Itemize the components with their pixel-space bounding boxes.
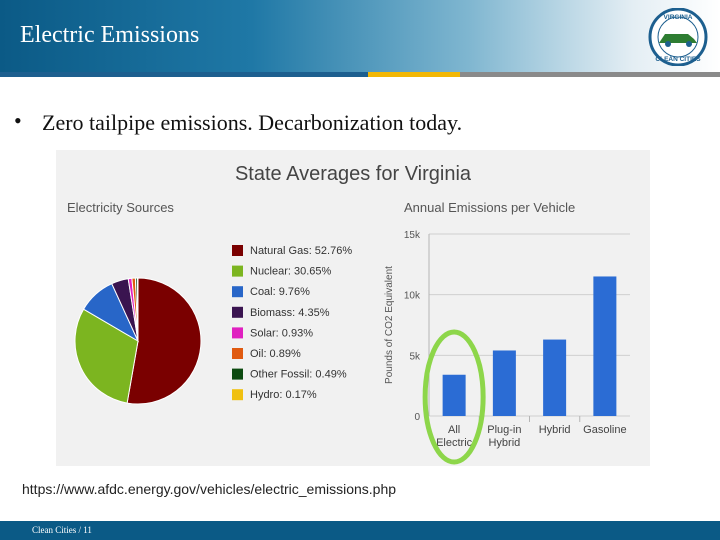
bar bbox=[442, 374, 466, 416]
legend-label: Natural Gas: 52.76% bbox=[250, 245, 352, 257]
x-tick-label: Plug-in bbox=[487, 424, 521, 436]
legend-swatch bbox=[232, 286, 243, 298]
title-bar bbox=[0, 0, 720, 72]
legend-label: Solar: 0.93% bbox=[250, 327, 313, 339]
legend-label: Coal: 9.76% bbox=[250, 286, 310, 298]
legend-swatch bbox=[232, 348, 243, 359]
bar bbox=[593, 276, 617, 416]
legend-label: Nuclear: 30.65% bbox=[250, 266, 332, 278]
y-tick-label: 5k bbox=[409, 351, 421, 362]
logo-text-bottom: CLEAN CITIES bbox=[655, 56, 701, 63]
pie-subtitle: Electricity Sources bbox=[67, 200, 174, 215]
footer-bar bbox=[0, 521, 720, 540]
y-tick-label: 10k bbox=[404, 291, 421, 302]
bullet-marker: • bbox=[14, 108, 22, 133]
bar-subtitle: Annual Emissions per Vehicle bbox=[404, 200, 575, 215]
legend-swatch bbox=[232, 265, 243, 277]
y-tick-label: 0 bbox=[414, 412, 420, 423]
legend-swatch bbox=[232, 245, 243, 256]
bar bbox=[543, 339, 567, 416]
legend-swatch bbox=[232, 306, 243, 318]
accent-stripe-yellow bbox=[368, 72, 460, 77]
accent-stripe-gray bbox=[460, 72, 720, 77]
x-tick-label: Gasoline bbox=[583, 424, 626, 436]
emissions-chart-panel: State Averages for Virginia Electricity S… bbox=[56, 150, 650, 466]
source-url[interactable]: https://www.afdc.energy.gov/vehicles/ele… bbox=[22, 481, 397, 497]
legend-label: Oil: 0.89% bbox=[250, 348, 301, 360]
x-tick-label: Electric bbox=[436, 437, 473, 449]
bullet-text: Zero tailpipe emissions. Decarbonization… bbox=[42, 110, 463, 135]
highlight-ring bbox=[422, 329, 486, 465]
bar bbox=[492, 350, 516, 416]
slide-title: Electric Emissions bbox=[20, 22, 200, 48]
accent-stripe-blue bbox=[0, 72, 368, 77]
legend-swatch bbox=[232, 389, 243, 401]
legend-swatch bbox=[232, 327, 243, 339]
footer-text: Clean Cities / 11 bbox=[32, 525, 92, 535]
virginia-clean-cities-logo: VIRGINIA CLEAN CITIES bbox=[646, 7, 710, 71]
legend-swatch bbox=[232, 368, 243, 380]
x-tick-label: Hybrid bbox=[539, 424, 571, 436]
pie-slice-natural-gas bbox=[126, 277, 202, 405]
legend-label: Biomass: 4.35% bbox=[250, 307, 330, 319]
emissions-charts: State Averages for Virginia Electricity S… bbox=[67, 163, 630, 465]
x-tick-label: Hybrid bbox=[488, 437, 520, 449]
legend-label: Other Fossil: 0.49% bbox=[250, 369, 347, 381]
y-tick-label: 15k bbox=[404, 230, 421, 241]
y-axis-label: Pounds of CO2 Equivalent bbox=[384, 266, 395, 384]
chart-title: State Averages for Virginia bbox=[235, 163, 472, 185]
legend-label: Hydro: 0.17% bbox=[250, 389, 317, 401]
pie-slice-hydro bbox=[136, 277, 139, 342]
logo-text-top: VIRGINIA bbox=[664, 14, 693, 21]
pie-slice-nuclear bbox=[74, 308, 139, 404]
x-tick-label: All bbox=[448, 424, 460, 436]
